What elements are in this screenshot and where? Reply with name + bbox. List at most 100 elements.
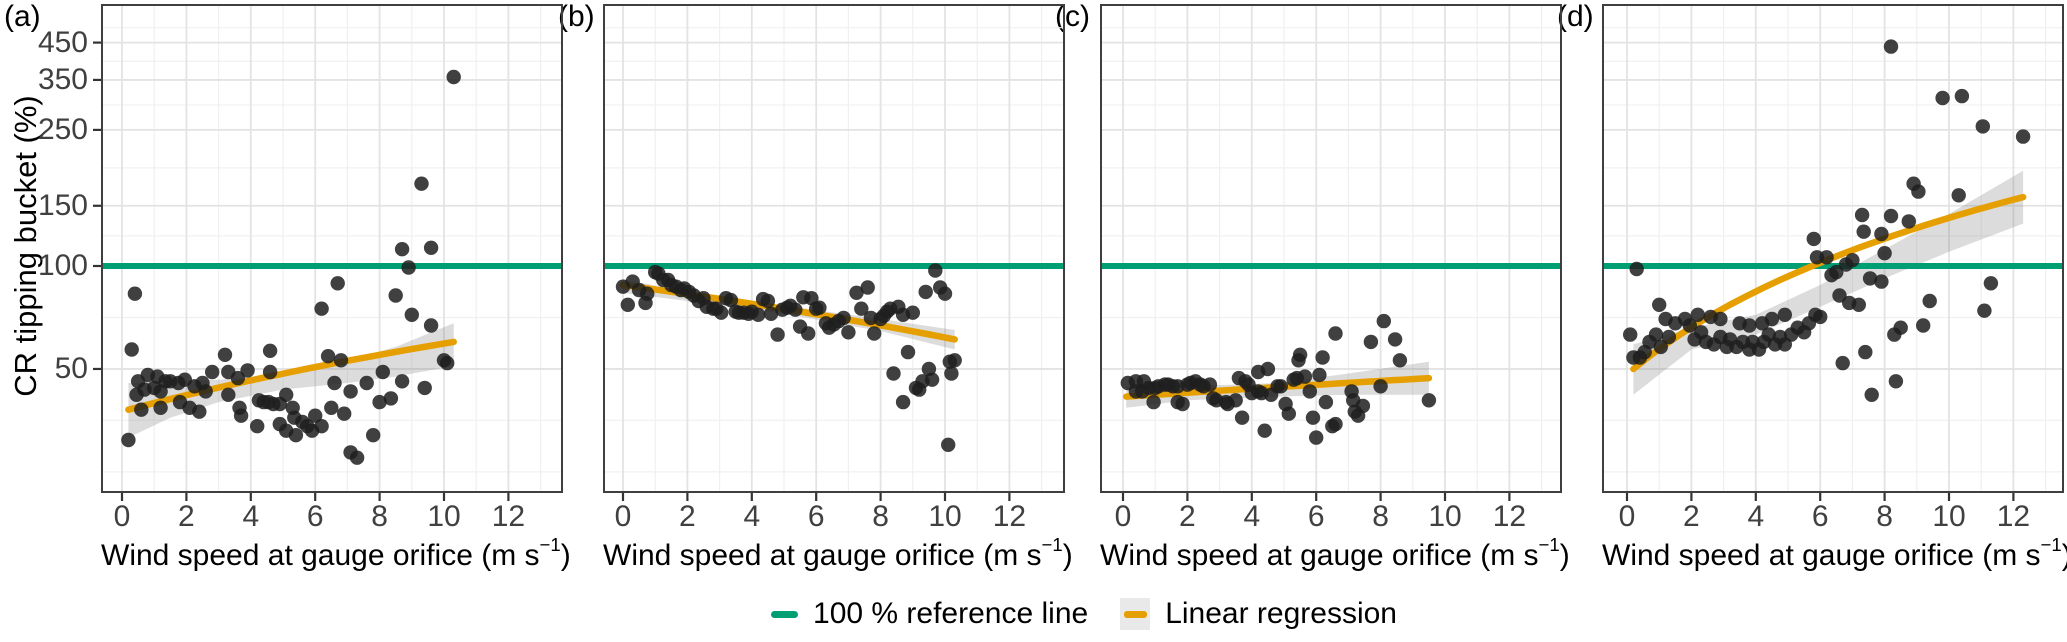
superscript: −1 bbox=[1538, 534, 1560, 556]
data-point bbox=[1854, 207, 1870, 223]
data-point bbox=[288, 428, 304, 443]
data-point bbox=[1202, 377, 1218, 392]
superscript: −1 bbox=[1041, 534, 1063, 556]
data-point bbox=[134, 402, 149, 417]
data-point bbox=[1175, 396, 1190, 412]
data-point bbox=[404, 307, 419, 322]
y-tick-label: 50 bbox=[54, 351, 88, 385]
data-point bbox=[849, 285, 864, 300]
data-point bbox=[250, 419, 265, 434]
data-point bbox=[1260, 361, 1276, 377]
data-point bbox=[446, 69, 461, 85]
data-point bbox=[423, 318, 439, 333]
data-point bbox=[620, 297, 635, 312]
data-point bbox=[895, 394, 911, 410]
panel-border bbox=[603, 4, 1065, 493]
x-tick-label: 6 bbox=[1307, 500, 1325, 533]
data-point bbox=[314, 301, 329, 316]
x-tick-label: 4 bbox=[743, 500, 761, 533]
data-point bbox=[1845, 253, 1860, 268]
data-point bbox=[1392, 353, 1408, 368]
data-point bbox=[1648, 327, 1664, 342]
data-point bbox=[1874, 226, 1889, 242]
data-point bbox=[1257, 423, 1272, 438]
x-tick-label: 8 bbox=[1372, 500, 1389, 533]
data-point bbox=[1935, 90, 1950, 106]
data-point bbox=[414, 176, 429, 191]
regression-key-icon bbox=[1120, 598, 1151, 630]
x-tick-label: 8 bbox=[872, 500, 889, 533]
data-point bbox=[1312, 367, 1327, 383]
data-point bbox=[1911, 184, 1926, 199]
data-point bbox=[337, 406, 352, 421]
data-point bbox=[124, 342, 139, 357]
data-point bbox=[423, 240, 439, 255]
data-point bbox=[121, 432, 136, 448]
data-point bbox=[1292, 347, 1308, 362]
panel-c bbox=[1100, 4, 1562, 501]
x-axis-title-a: Wind speed at gauge orifice (m s−1) bbox=[101, 534, 571, 572]
data-point bbox=[230, 370, 246, 386]
panel-border bbox=[101, 4, 563, 493]
data-point bbox=[327, 375, 342, 391]
data-point bbox=[262, 364, 278, 380]
panel-tag-b: (b) bbox=[558, 0, 595, 33]
data-point bbox=[886, 366, 901, 381]
data-point bbox=[836, 310, 851, 326]
data-point bbox=[366, 428, 381, 443]
x-tick-label: 0 bbox=[614, 500, 632, 533]
data-point bbox=[1387, 332, 1403, 347]
x-tick-label: 2 bbox=[178, 500, 195, 533]
data-point bbox=[1281, 406, 1296, 421]
data-point bbox=[308, 408, 323, 423]
superscript: −1 bbox=[2040, 534, 2062, 556]
x-tick-label: 0 bbox=[113, 500, 131, 533]
data-point bbox=[801, 326, 816, 341]
reference-line-key-icon bbox=[771, 610, 799, 618]
data-point bbox=[324, 400, 339, 415]
x-tick-label: 12 bbox=[1492, 500, 1527, 533]
data-point bbox=[1862, 271, 1878, 286]
data-point bbox=[941, 437, 956, 452]
y-tick-label: 150 bbox=[37, 188, 88, 222]
data-point bbox=[1975, 119, 1990, 134]
data-point bbox=[1777, 307, 1792, 322]
data-point bbox=[1273, 379, 1288, 394]
data-point bbox=[1883, 208, 1899, 224]
data-point bbox=[372, 394, 387, 410]
data-point bbox=[1893, 320, 1908, 335]
data-point bbox=[1653, 339, 1668, 355]
panel-border bbox=[1100, 4, 1562, 493]
x-tick-label: 4 bbox=[242, 500, 260, 533]
data-point bbox=[198, 384, 213, 399]
data-point bbox=[1623, 327, 1638, 342]
data-point bbox=[751, 307, 766, 322]
legend-label-reference-line: 100 % reference line bbox=[813, 597, 1089, 630]
data-point bbox=[1858, 344, 1873, 360]
data-point bbox=[440, 355, 455, 371]
data-point bbox=[359, 375, 374, 391]
legend-item-linear-regression: Linear regression bbox=[1120, 597, 1397, 631]
y-tick-label: 450 bbox=[37, 25, 88, 59]
superscript: −1 bbox=[539, 534, 561, 556]
data-point bbox=[1888, 374, 1904, 389]
data-point bbox=[1819, 250, 1834, 265]
data-point bbox=[723, 292, 739, 308]
x-tick-label: 6 bbox=[1811, 500, 1829, 533]
x-tick-label: 4 bbox=[1243, 500, 1261, 533]
legend: 100 % reference line Linear regression bbox=[101, 597, 2067, 631]
data-point bbox=[763, 306, 779, 321]
data-point bbox=[1661, 329, 1677, 345]
data-point bbox=[1318, 394, 1334, 410]
confidence-ribbon bbox=[128, 323, 454, 438]
data-point bbox=[1742, 318, 1757, 333]
data-point bbox=[1764, 311, 1780, 327]
y-tick-label: 350 bbox=[37, 62, 88, 96]
data-point bbox=[900, 344, 916, 360]
data-point bbox=[233, 408, 249, 423]
data-point bbox=[1864, 387, 1879, 402]
data-point bbox=[394, 374, 410, 389]
data-point bbox=[1877, 246, 1892, 261]
data-point bbox=[1421, 393, 1437, 408]
data-point bbox=[860, 280, 875, 295]
